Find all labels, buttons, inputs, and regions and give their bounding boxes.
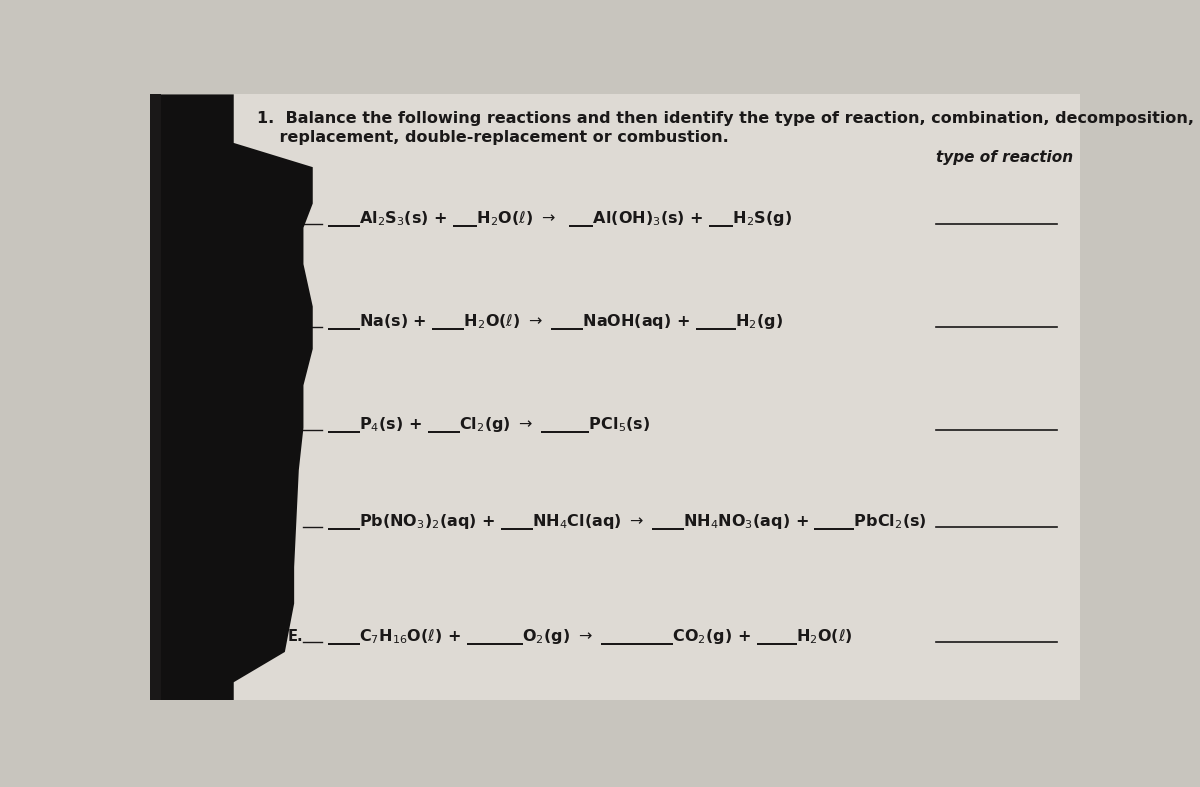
Text: A.: A. <box>288 211 305 226</box>
FancyBboxPatch shape <box>234 94 1080 700</box>
Text: ____P$_4$(s) + ____Cl$_2$(g) $\rightarrow$ ______PCl$_5$(s): ____P$_4$(s) + ____Cl$_2$(g) $\rightarro… <box>326 415 650 434</box>
Bar <box>150 94 161 700</box>
Text: replacement, double-replacement or combustion.: replacement, double-replacement or combu… <box>257 130 728 145</box>
Text: ____Pb(NO$_3$)$_2$(aq) + ____NH$_4$Cl(aq) $\rightarrow$ ____NH$_4$NO$_3$(aq) + _: ____Pb(NO$_3$)$_2$(aq) + ____NH$_4$Cl(aq… <box>326 512 926 532</box>
Text: E.: E. <box>288 630 304 645</box>
Text: type of reaction: type of reaction <box>936 150 1073 165</box>
Text: 1.  Balance the following reactions and then identify the type of reaction, comb: 1. Balance the following reactions and t… <box>257 112 1200 127</box>
Text: ____Na(s) + ____H$_2$O($\ell$) $\rightarrow$ ____NaOH(aq) + _____H$_2$(g): ____Na(s) + ____H$_2$O($\ell$) $\rightar… <box>326 312 782 331</box>
Text: ____C$_7$H$_{16}$O($\ell$) + _______O$_2$(g) $\rightarrow$ _________CO$_2$(g) + : ____C$_7$H$_{16}$O($\ell$) + _______O$_2… <box>326 626 852 647</box>
Text: ____Al$_2$S$_3$(s) + ___H$_2$O($\ell$) $\rightarrow$  ___Al(OH)$_3$(s) + ___H$_2: ____Al$_2$S$_3$(s) + ___H$_2$O($\ell$) $… <box>326 209 792 229</box>
Text: .: . <box>288 514 293 529</box>
Polygon shape <box>150 94 313 700</box>
